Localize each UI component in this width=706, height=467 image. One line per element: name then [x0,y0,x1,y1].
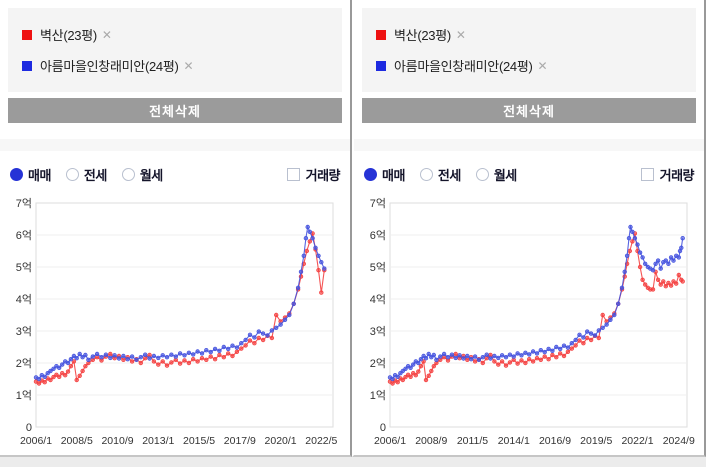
svg-text:3억: 3억 [370,325,386,338]
svg-text:2008/9: 2008/9 [415,435,447,447]
trade-type-controls: 매매 전세 월세 거래량 [362,165,696,183]
section-divider [354,139,704,151]
volume-checkbox[interactable]: 거래량 [640,165,695,184]
radio-jeonse[interactable]: 전세 [65,165,107,184]
legend-box: 벽산(23평) ✕ 아름마을인창래미안(24평) ✕ [8,8,342,92]
svg-text:2006/1: 2006/1 [20,435,52,447]
chart-panel-right: 벽산(23평) ✕ 아름마을인창래미안(24평) ✕ 전체삭제 매매 전세 월세 [352,0,706,457]
delete-all-button[interactable]: 전체삭제 [362,98,696,123]
legend-label: 아름마을인창래미안(24평) [40,59,179,74]
radio-sale[interactable]: 매매 [10,165,51,184]
svg-text:7억: 7억 [370,197,386,210]
checkbox-label: 거래량 [305,167,341,183]
svg-text:7억: 7억 [16,197,32,210]
radio-icon [65,167,79,181]
svg-text:2016/9: 2016/9 [539,435,571,447]
trade-type-controls: 매매 전세 월세 거래량 [8,165,342,183]
svg-text:4억: 4억 [370,293,386,306]
svg-text:2008/5: 2008/5 [61,435,93,447]
radio-label: 전세 [437,167,461,183]
price-chart-right: 7억 6억 5억 4억 3억 2억 1억 0 2006/1 2008/9 2011/5 2014/1 2… [362,197,696,460]
legend-label: 벽산(23평) [40,28,97,43]
svg-text:6억: 6억 [16,229,32,242]
svg-text:6억: 6억 [370,229,386,242]
remove-series-icon[interactable]: ✕ [455,27,466,42]
checkbox-icon [286,167,300,181]
legend-item: 벽산(23평) ✕ [22,25,328,44]
legend-item: 아름마을인창래미안(24평) ✕ [376,56,682,75]
series-swatch-blue [376,60,386,71]
section-divider [0,139,350,151]
svg-text:2015/5: 2015/5 [183,435,215,447]
chart-panel-left: 벽산(23평) ✕ 아름마을인창래미안(24평) ✕ 전체삭제 매매 전세 월세 [0,0,352,457]
delete-all-button[interactable]: 전체삭제 [8,98,342,123]
radio-label: 월세 [493,167,517,183]
radio-jeonse[interactable]: 전세 [419,165,461,184]
svg-text:2006/1: 2006/1 [374,435,406,447]
svg-text:2013/1: 2013/1 [142,435,174,447]
radio-icon [475,167,489,181]
svg-text:4억: 4억 [16,293,32,306]
volume-checkbox[interactable]: 거래량 [286,165,341,184]
radio-label: 매매 [28,167,51,183]
legend-item: 벽산(23평) ✕ [376,25,682,44]
remove-series-icon[interactable]: ✕ [101,27,112,42]
svg-text:2014/1: 2014/1 [498,435,530,447]
svg-text:0: 0 [26,422,32,434]
svg-text:2022/5: 2022/5 [305,435,337,447]
radio-label: 월세 [139,167,163,183]
radio-monthly-rent[interactable]: 월세 [475,165,517,184]
series-swatch-red [376,29,386,40]
radio-label: 매매 [382,167,405,183]
series-swatch-blue [22,60,32,71]
svg-text:2010/9: 2010/9 [101,435,133,447]
svg-text:2024/9: 2024/9 [663,435,695,447]
svg-text:1억: 1억 [16,389,32,402]
radio-icon [419,167,433,181]
radio-label: 전세 [83,167,107,183]
checkbox-label: 거래량 [659,167,695,183]
legend-box: 벽산(23평) ✕ 아름마을인창래미안(24평) ✕ [362,8,696,92]
svg-text:2011/5: 2011/5 [457,435,488,447]
legend-label: 아름마을인창래미안(24평) [394,59,533,74]
svg-text:2019/5: 2019/5 [580,435,612,447]
svg-text:5억: 5억 [16,261,32,274]
remove-series-icon[interactable]: ✕ [183,58,194,73]
radio-monthly-rent[interactable]: 월세 [121,165,163,184]
page: 벽산(23평) ✕ 아름마을인창래미안(24평) ✕ 전체삭제 매매 전세 월세 [0,0,706,457]
svg-text:3억: 3억 [16,325,32,338]
svg-text:1억: 1억 [370,389,386,402]
svg-text:0: 0 [380,422,386,434]
svg-text:2억: 2억 [16,357,32,370]
svg-text:2020/1: 2020/1 [265,435,297,447]
legend-label: 벽산(23평) [394,28,451,43]
radio-selected-icon [10,167,23,181]
price-chart-left: 7억 6억 5억 4억 3억 2억 1억 0 2006/1 2008/5 2010/9 2013/1 2… [8,197,342,460]
checkbox-icon [640,167,654,181]
series-swatch-red [22,29,32,40]
remove-series-icon[interactable]: ✕ [537,58,548,73]
legend-item: 아름마을인창래미안(24평) ✕ [22,56,328,75]
radio-icon [121,167,135,181]
radio-selected-icon [364,167,377,181]
svg-text:2억: 2억 [370,357,386,370]
svg-text:2017/9: 2017/9 [224,435,256,447]
radio-sale[interactable]: 매매 [364,165,405,184]
svg-text:5억: 5억 [370,261,386,274]
svg-text:2022/1: 2022/1 [621,435,653,447]
